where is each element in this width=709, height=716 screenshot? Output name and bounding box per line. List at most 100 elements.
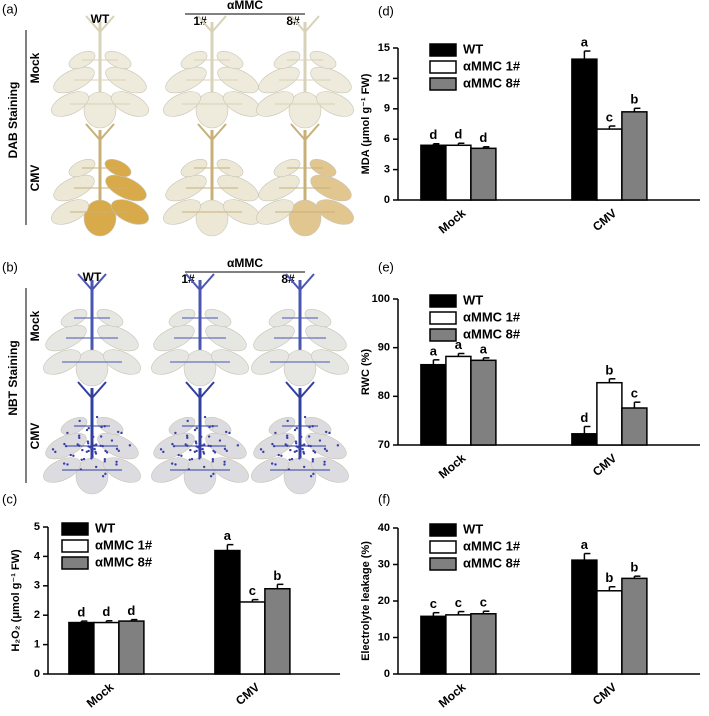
stain-dot <box>172 444 176 448</box>
legend-swatch <box>429 540 457 554</box>
bar <box>596 128 623 201</box>
bar <box>445 355 472 446</box>
leaf-lobe <box>195 91 229 129</box>
stain-dot <box>274 463 277 466</box>
legend-label: αMMC 1# <box>463 58 521 73</box>
stain-dot <box>212 449 215 453</box>
leaf-petiole-l <box>290 123 306 141</box>
legend-swatch <box>429 77 457 91</box>
significance-label: d <box>127 603 135 618</box>
x-tick-label: CMV <box>233 680 262 708</box>
y-tick-label: 12 <box>378 72 390 84</box>
stain-dot <box>211 458 215 461</box>
stain-dot <box>69 453 72 457</box>
y-tick-label: 1 <box>34 639 40 651</box>
legend-swatch <box>429 311 457 325</box>
stain-dot <box>171 442 174 446</box>
stain-dot <box>287 468 291 471</box>
bar <box>621 407 648 446</box>
stain-dot <box>307 435 311 438</box>
y-tick-label: 3 <box>34 580 40 592</box>
bar <box>214 549 241 675</box>
legend-label: αMMC 8# <box>95 554 153 569</box>
stain-dot <box>195 442 198 445</box>
bar <box>470 147 497 201</box>
significance-label: c <box>631 386 638 401</box>
leaf-petiole-l <box>185 273 201 291</box>
y-tick-label: 9 <box>384 103 390 115</box>
significance-label: c <box>430 596 437 611</box>
stain-dot <box>303 415 307 419</box>
significance-label: d <box>580 410 588 425</box>
leaf-petiole-l <box>77 273 93 291</box>
stain-dot <box>85 428 89 432</box>
y-tick-label: 80 <box>378 390 390 402</box>
bar <box>596 590 623 675</box>
stain-dot <box>228 431 231 435</box>
significance-label: a <box>581 34 589 49</box>
bar <box>470 359 497 446</box>
stain-dot <box>286 444 289 447</box>
bar <box>571 433 598 446</box>
stain-dot <box>174 431 177 435</box>
y-tick-label: 15 <box>378 42 390 54</box>
stain-dot <box>280 454 283 457</box>
leaf-petiole-l <box>285 273 301 291</box>
stain-dot <box>190 457 194 461</box>
col-label: 1# <box>181 272 195 286</box>
stain-dot <box>198 446 202 450</box>
x-tick-label: Mock <box>436 206 469 237</box>
stain-dot <box>94 450 97 454</box>
y-tick-label: 2 <box>34 609 40 621</box>
panel-label: (c) <box>2 491 17 506</box>
significance-label: c <box>249 583 256 598</box>
legend-label: αMMC 8# <box>463 326 521 341</box>
stain-dot <box>196 446 200 449</box>
bar <box>596 381 623 446</box>
stain-dot <box>78 436 81 440</box>
stain-dot <box>286 419 289 423</box>
y-tick-label: 70 <box>378 439 390 451</box>
x-tick-label: Mock <box>436 451 469 482</box>
group-label: αMMC <box>227 256 263 270</box>
significance-label: b <box>605 570 613 585</box>
stain-dot <box>170 462 174 465</box>
leaf <box>151 273 249 387</box>
stain-dot <box>302 450 305 454</box>
significance-label: a <box>480 341 488 356</box>
leaf <box>51 123 149 237</box>
legend-swatch <box>429 557 457 571</box>
stain-dot <box>185 434 189 437</box>
stain-dot <box>103 425 106 428</box>
x-tick-label: CMV <box>590 680 619 708</box>
bar <box>445 144 472 201</box>
leaf-lobe <box>75 349 109 387</box>
leaf <box>151 381 249 495</box>
stain-dot <box>186 444 189 447</box>
stain-dot <box>207 444 210 448</box>
leaf-lobe <box>288 91 322 129</box>
legend-label: WT <box>463 41 483 56</box>
bar <box>68 621 95 675</box>
stain-dot <box>312 472 315 476</box>
stain-dot <box>236 444 240 447</box>
stain-dot <box>80 458 83 461</box>
stain-dot <box>99 444 102 448</box>
leaf <box>256 15 354 129</box>
stain-dot <box>78 444 81 447</box>
y-tick-label: 30 <box>378 558 390 570</box>
leaf-petiole-r <box>304 15 320 33</box>
bar <box>420 615 447 675</box>
stain-dot <box>72 454 75 457</box>
stain-dot <box>189 448 192 452</box>
stain-dot <box>66 463 69 466</box>
significance-label: b <box>630 92 638 107</box>
significance-label: d <box>102 604 110 619</box>
significance-label: b <box>605 362 613 377</box>
col-label: WT <box>91 12 110 26</box>
stain-dot <box>103 460 106 463</box>
legend-label: WT <box>463 292 483 307</box>
stain-dot <box>91 455 94 458</box>
stain-dot <box>224 430 228 434</box>
leaf-petiole-r <box>211 15 227 33</box>
